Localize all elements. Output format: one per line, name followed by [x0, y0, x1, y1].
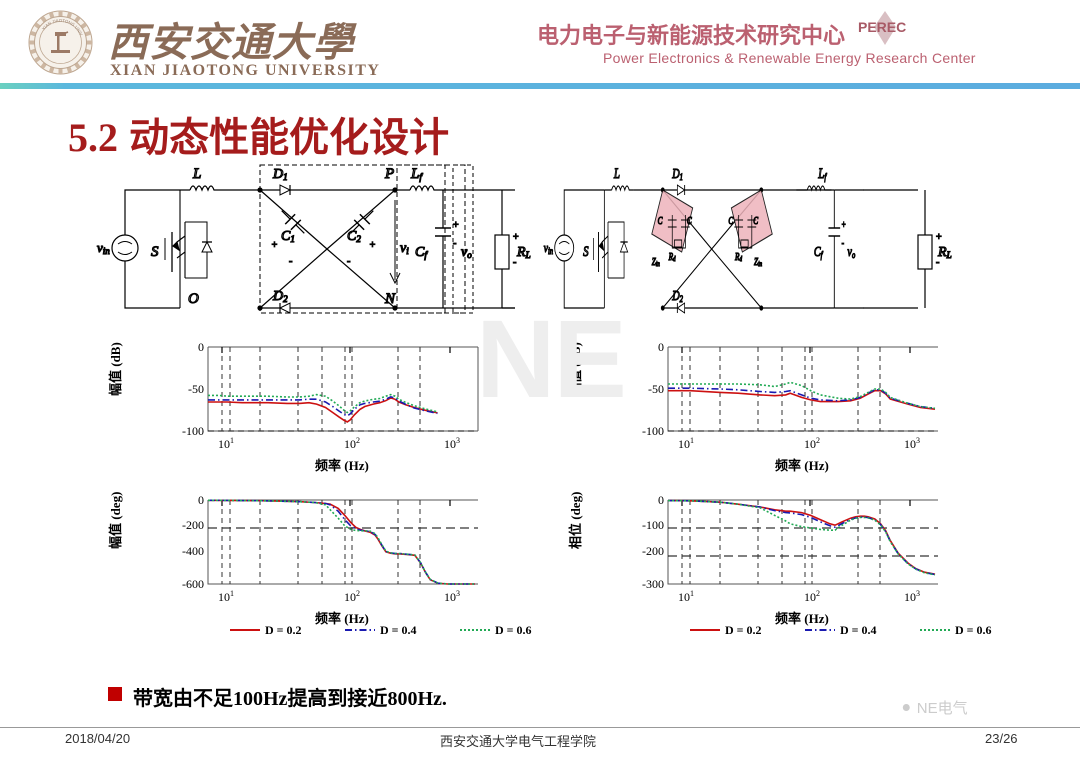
svg-text:D = 0.4: D = 0.4 [840, 623, 877, 637]
svg-text:0: 0 [198, 340, 204, 354]
svg-text:D1: D1 [272, 167, 288, 182]
svg-text:P: P [384, 166, 394, 182]
svg-text:Zin: Zin [754, 256, 762, 268]
svg-text:L: L [192, 166, 201, 182]
svg-text:0: 0 [198, 493, 204, 507]
svg-text:0: 0 [658, 340, 664, 354]
svg-text:幅值 (deg): 幅值 (deg) [108, 492, 123, 549]
svg-text:102: 102 [344, 436, 360, 451]
svg-text:S: S [151, 244, 159, 260]
svg-text:L: L [613, 164, 620, 181]
svg-text:RL: RL [937, 245, 952, 260]
svg-text:-: - [347, 256, 350, 267]
svg-text:C: C [728, 215, 733, 226]
svg-text:-600: -600 [182, 577, 204, 591]
svg-text:D = 0.4: D = 0.4 [380, 623, 417, 637]
svg-text:+: + [453, 220, 459, 231]
svg-text:+: + [513, 232, 519, 243]
svg-text:相位 (deg): 相位 (deg) [568, 492, 583, 549]
svg-text:Cf: Cf [814, 243, 824, 260]
svg-text:D1: D1 [671, 165, 683, 182]
svg-text:D = 0.6: D = 0.6 [495, 623, 532, 637]
svg-text:D = 0.2: D = 0.2 [265, 623, 302, 637]
svg-text:频率 (Hz): 频率 (Hz) [315, 458, 369, 473]
svg-text:S: S [583, 242, 589, 259]
svg-text:vo: vo [847, 243, 855, 260]
svg-text:-: - [453, 238, 456, 249]
svg-text:C2: C2 [347, 229, 361, 244]
svg-text:幅值 (dB): 幅值 (dB) [108, 342, 123, 396]
svg-text:-200: -200 [642, 544, 664, 558]
svg-text:C: C [687, 215, 692, 226]
svg-text:-100: -100 [642, 424, 664, 438]
svg-text:Rd: Rd [734, 251, 743, 263]
svg-text:-300: -300 [642, 577, 664, 591]
svg-text:-100: -100 [642, 518, 664, 532]
svg-text:103: 103 [444, 589, 460, 604]
svg-text:-50: -50 [648, 382, 664, 396]
svg-text:vin: vin [97, 240, 110, 256]
svg-text:-50: -50 [188, 382, 204, 396]
svg-text:D = 0.6: D = 0.6 [955, 623, 992, 637]
svg-text:-: - [842, 237, 845, 248]
svg-text:-100: -100 [182, 424, 204, 438]
svg-text:+: + [369, 240, 376, 251]
svg-text:C1: C1 [281, 229, 295, 244]
svg-text:C: C [753, 215, 758, 226]
svg-text:频率 (Hz): 频率 (Hz) [775, 458, 829, 473]
svg-text:-: - [289, 256, 292, 267]
svg-text:103: 103 [904, 589, 920, 604]
svg-text:-: - [513, 257, 516, 268]
svg-text:102: 102 [344, 589, 360, 604]
svg-text:0: 0 [658, 493, 664, 507]
svg-text:Zin: Zin [652, 256, 660, 268]
svg-text:+: + [842, 219, 846, 230]
svg-text:101: 101 [678, 436, 694, 451]
svg-text:RL: RL [516, 245, 531, 260]
svg-text:PEREC: PEREC [858, 19, 906, 35]
svg-text:+: + [936, 232, 942, 243]
svg-text:-400: -400 [182, 544, 204, 558]
svg-text:103: 103 [444, 436, 460, 451]
svg-text:101: 101 [218, 436, 234, 451]
svg-text:O: O [188, 291, 199, 307]
svg-text:-200: -200 [182, 518, 204, 532]
svg-text:vin: vin [544, 242, 553, 257]
svg-text:D = 0.2: D = 0.2 [725, 623, 762, 637]
svg-text:103: 103 [904, 436, 920, 451]
svg-text:频率 (Hz): 频率 (Hz) [315, 611, 369, 626]
svg-text:Lf: Lf [410, 166, 423, 182]
svg-text:101: 101 [218, 589, 234, 604]
svg-text:Cf: Cf [415, 245, 428, 260]
svg-text:102: 102 [804, 436, 820, 451]
svg-text:频率 (Hz): 频率 (Hz) [775, 611, 829, 626]
svg-text:102: 102 [804, 589, 820, 604]
svg-text:+: + [271, 240, 278, 251]
svg-text:101: 101 [678, 589, 694, 604]
svg-text:D2: D2 [272, 289, 288, 304]
svg-text:Lf: Lf [817, 164, 827, 182]
svg-text:vo: vo [461, 245, 472, 260]
svg-text:Rd: Rd [668, 251, 677, 263]
svg-text:C: C [658, 215, 663, 226]
